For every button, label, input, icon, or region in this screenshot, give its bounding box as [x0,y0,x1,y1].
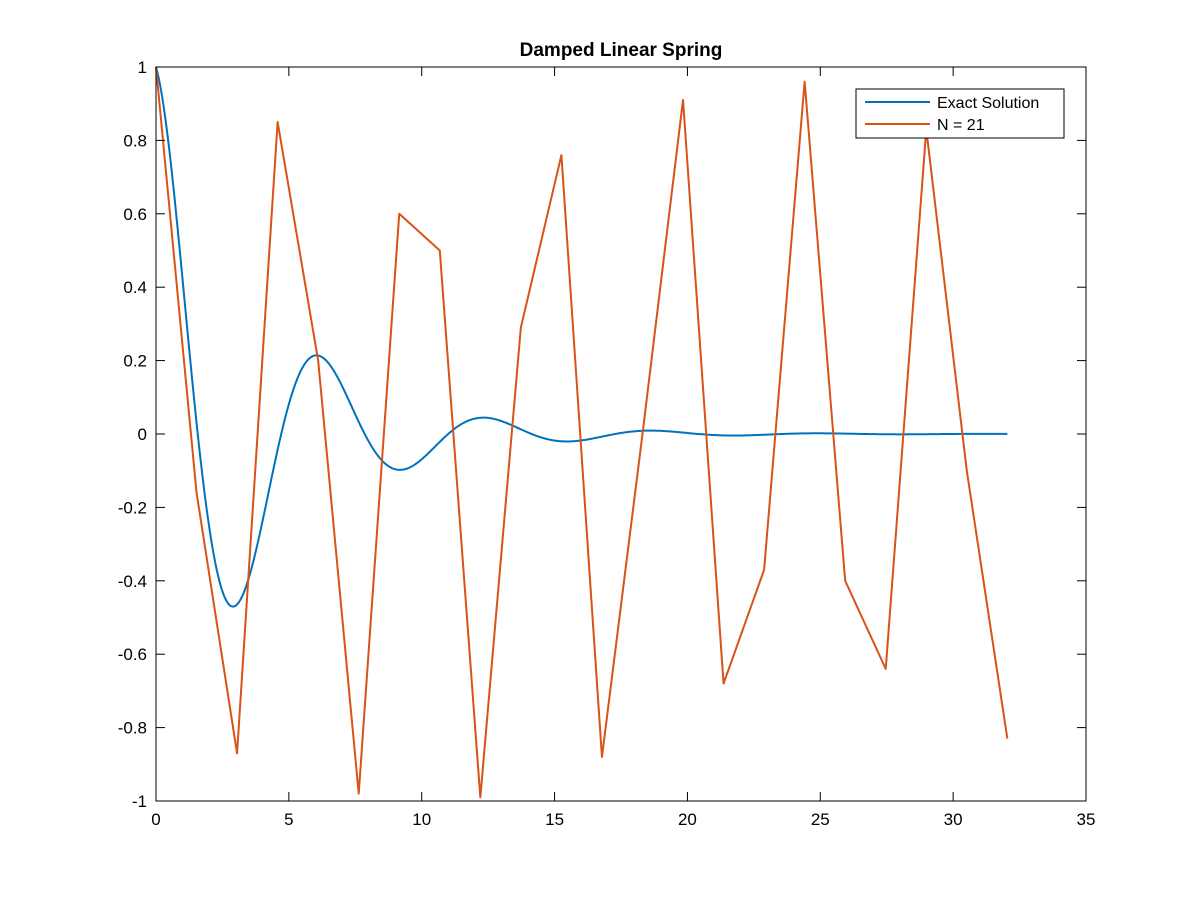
y-tick-label: 0 [138,425,147,444]
x-tick-label: 35 [1077,810,1096,829]
y-tick-label: -0.8 [118,719,147,738]
y-tick-label: 0.8 [123,131,147,150]
x-tick-label: 25 [811,810,830,829]
legend-label-n-21: N = 21 [937,117,985,134]
series-line-n-21 [155,66,1009,799]
y-tick-label: -0.4 [118,572,147,591]
y-tick-label: -0.2 [118,498,147,517]
legend-label-exact-solution: Exact Solution [937,95,1039,112]
series-line-exact-solution [155,66,1008,608]
legend: Exact Solution N = 21 [855,88,1065,139]
y-tick-label: 0.6 [123,205,147,224]
chart-title: Damped Linear Spring [520,40,723,61]
x-tick-label: 20 [678,810,697,829]
y-tick-label: 0.4 [123,278,147,297]
x-tick-label: 0 [151,810,160,829]
ticks-layer: 0 5 10 15 20 25 30 35 -1 -0.8 -0.6 -0.4 -0.2 0 0.2 0.4 0… [118,58,1096,829]
series-layer [155,66,1009,799]
x-tick-label: 10 [412,810,431,829]
x-tick-label: 15 [545,810,564,829]
y-tick-label: 0.2 [123,352,147,371]
y-tick-label: 1 [138,58,147,77]
y-tick-label: -1 [132,792,147,811]
y-tick-label: -0.6 [118,645,147,664]
legend-box [855,88,1065,139]
x-tick-label: 5 [284,810,293,829]
x-tick-label: 30 [944,810,963,829]
